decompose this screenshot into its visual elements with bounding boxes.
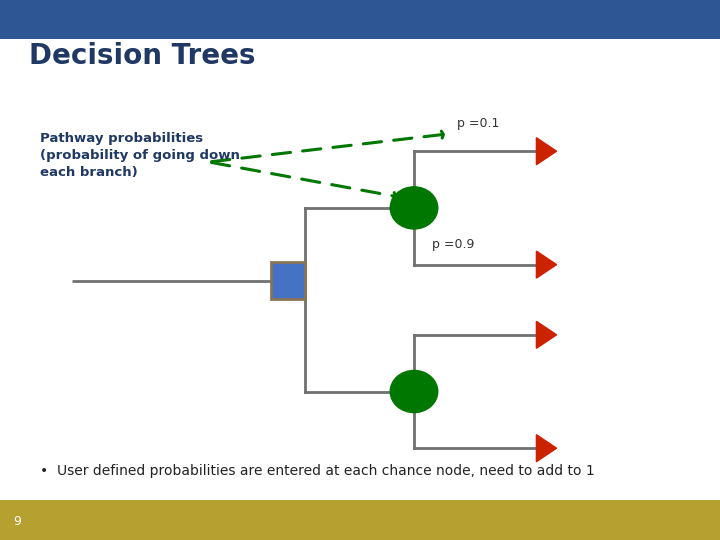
Text: p =0.1: p =0.1 xyxy=(457,117,500,130)
Polygon shape xyxy=(536,321,557,348)
Bar xyxy=(0,500,720,540)
FancyBboxPatch shape xyxy=(271,262,305,299)
Text: •  User defined probabilities are entered at each chance node, need to add to 1: • User defined probabilities are entered… xyxy=(40,464,594,478)
Text: 9: 9 xyxy=(13,515,21,528)
Text: Decision Trees: Decision Trees xyxy=(29,42,256,70)
Ellipse shape xyxy=(390,187,438,229)
Text: p =0.9: p =0.9 xyxy=(432,238,474,251)
Polygon shape xyxy=(536,138,557,165)
Polygon shape xyxy=(536,435,557,462)
Polygon shape xyxy=(536,251,557,278)
Text: Pathway probabilities
(probability of going down
each branch): Pathway probabilities (probability of go… xyxy=(40,132,240,179)
Bar xyxy=(0,0,720,39)
Ellipse shape xyxy=(390,370,438,413)
